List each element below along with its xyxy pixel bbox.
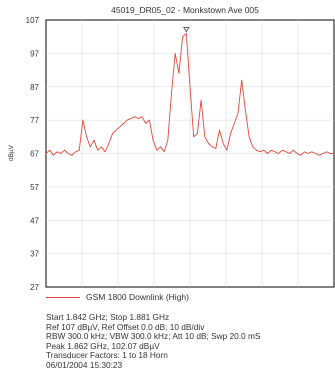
marker-layer xyxy=(183,26,190,33)
series-layer xyxy=(45,32,334,156)
info-peak: Peak 1.862 GHz, 102.07 dBµV xyxy=(46,340,160,351)
grid-lines xyxy=(46,20,334,287)
y-axis-label: dBµV xyxy=(8,144,15,161)
info-frequency-range: Start 1.842 GHz; Stop 1.881 GHz xyxy=(46,312,170,322)
y-tick-label: 77 xyxy=(30,116,39,125)
y-tick-label: 57 xyxy=(30,183,39,192)
info-reference-level: Ref 107 dBµV, Ref Offset 0.0 dB; 10 dB/d… xyxy=(46,321,205,332)
y-tick-label: 97 xyxy=(30,49,39,58)
peak-marker xyxy=(183,26,190,33)
y-axis-ticks: 107 97 87 77 67 57 47 37 27 xyxy=(26,16,40,292)
legend-swatch xyxy=(46,296,80,298)
y-tick-label: 107 xyxy=(26,16,40,25)
spectrum-chart: 45019_DR05_02 - Monkstown Ave 005 107 97 8… xyxy=(8,5,335,292)
series-line xyxy=(45,32,334,156)
info-timestamp: 06/01/2004 15:30:23 xyxy=(46,359,123,370)
chart-title: 45019_DR05_02 - Monkstown Ave 005 xyxy=(111,5,259,15)
y-tick-label: 27 xyxy=(30,283,39,292)
legend-label: GSM 1800 Downlink (High) xyxy=(86,292,189,302)
measurement-info: Start 1.842 GHz; Stop 1.881 GHz Ref 107 … xyxy=(46,312,261,371)
y-tick-label: 67 xyxy=(30,150,39,159)
info-transducer: Transducer Factors: 1 to 18 Horn xyxy=(46,350,168,361)
y-tick-label: 47 xyxy=(30,216,39,225)
y-tick-label: 37 xyxy=(30,250,39,259)
legend: GSM 1800 Downlink (High) xyxy=(46,291,189,303)
info-bandwidth-settings: RBW 300.0 kHz; VBW 300.0 kHz; Att 10 dB;… xyxy=(46,331,261,342)
y-tick-label: 87 xyxy=(30,83,39,92)
